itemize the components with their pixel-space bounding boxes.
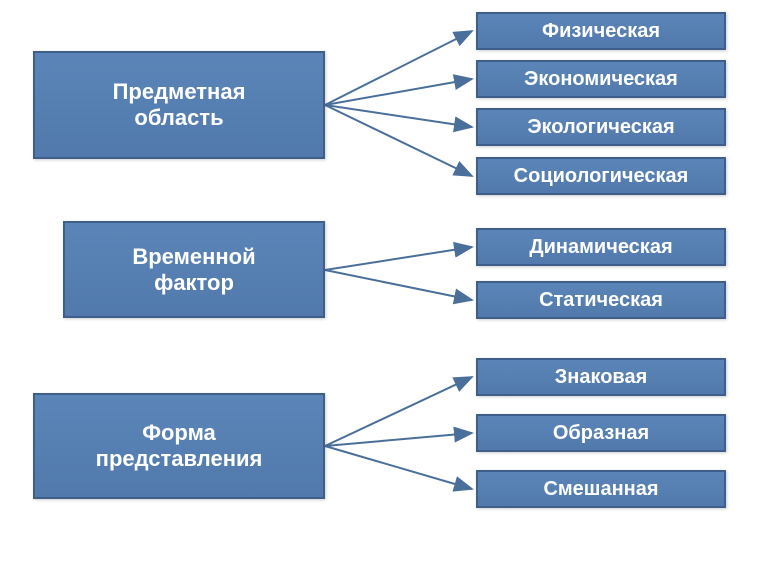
arrow-1-0 (325, 247, 472, 270)
child-box-2-2: Смешанная (476, 470, 726, 508)
child-box-0-0: Физическая (476, 12, 726, 50)
arrow-0-2 (325, 105, 472, 127)
child-label: Социологическая (514, 165, 689, 188)
arrow-1-1 (325, 270, 472, 300)
arrow-2-1 (325, 433, 472, 446)
main-label-line2: фактор (132, 270, 255, 296)
arrow-2-2 (325, 446, 472, 489)
child-box-2-1: Образная (476, 414, 726, 452)
child-label: Экономическая (524, 68, 678, 91)
main-label-line2: область (113, 105, 246, 131)
main-label-line1: Предметная (113, 79, 246, 105)
child-box-0-2: Экологическая (476, 108, 726, 146)
main-box-1: Временнойфактор (63, 221, 325, 318)
main-label-line1: Временной (132, 244, 255, 270)
child-label: Динамическая (529, 236, 672, 259)
main-box-2: Формапредставления (33, 393, 325, 499)
child-box-0-3: Социологическая (476, 157, 726, 195)
arrow-0-1 (325, 79, 472, 105)
child-label: Смешанная (543, 478, 658, 501)
child-label: Образная (553, 422, 649, 445)
child-box-1-1: Статическая (476, 281, 726, 319)
child-box-0-1: Экономическая (476, 60, 726, 98)
child-label: Физическая (542, 20, 660, 43)
child-label: Экологическая (527, 116, 674, 139)
main-box-0: Предметнаяобласть (33, 51, 325, 159)
child-label: Статическая (539, 289, 663, 312)
child-box-1-0: Динамическая (476, 228, 726, 266)
main-label-line1: Форма (96, 420, 263, 446)
arrow-0-0 (325, 31, 472, 105)
main-label-line2: представления (96, 446, 263, 472)
arrow-2-0 (325, 377, 472, 446)
child-box-2-0: Знаковая (476, 358, 726, 396)
arrow-0-3 (325, 105, 472, 176)
child-label: Знаковая (555, 366, 648, 389)
